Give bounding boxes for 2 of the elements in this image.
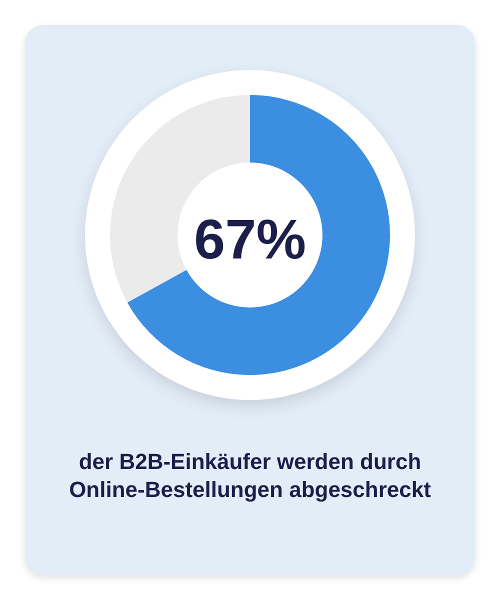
- data-label: 67%: [194, 207, 306, 270]
- text: der B2B-Einkäufer werden durch Online-Bestellungen abgeschreckt: [68, 448, 432, 504]
